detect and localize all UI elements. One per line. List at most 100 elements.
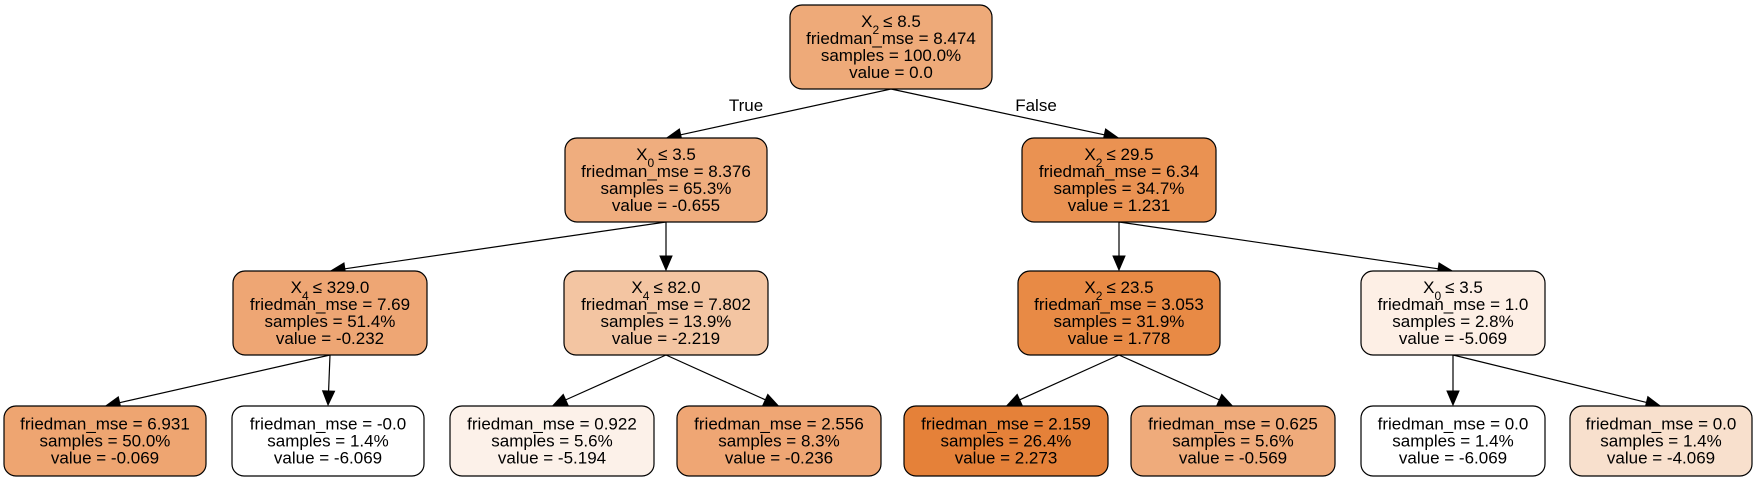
node-value: value = 1.231 (1068, 196, 1171, 215)
node-mse: friedman_mse = 8.376 (581, 162, 751, 181)
node-box (1569, 405, 1753, 477)
split-variable: X (636, 145, 647, 164)
split-variable-index: 0 (647, 156, 654, 170)
node-split-condition: X2 ≤ 23.5 (1084, 278, 1153, 303)
node-value: value = -0.569 (1179, 449, 1287, 468)
split-threshold: ≤ 329.0 (313, 278, 370, 297)
node-samples: samples = 34.7% (1054, 179, 1185, 198)
split-variable: X (1423, 278, 1434, 297)
tree-edge (665, 88, 892, 142)
split-variable-index: 2 (1096, 156, 1103, 170)
node-mse: friedman_mse = 7.69 (250, 295, 410, 314)
node-box (449, 405, 655, 477)
split-variable: X (291, 278, 302, 297)
node-value: value = -6.069 (1399, 449, 1507, 468)
node-samples: samples = 8.3% (718, 432, 839, 451)
node-box (232, 270, 428, 356)
split-variable-index: 4 (643, 289, 650, 303)
split-variable: X (861, 12, 872, 31)
node-value: value = -5.194 (498, 449, 606, 468)
node-value: value = -0.232 (276, 329, 384, 348)
node-split-condition: X4 ≤ 329.0 (291, 278, 370, 303)
node-mse: friedman_mse = 2.556 (694, 415, 864, 434)
node-samples: samples = 51.4% (265, 312, 396, 331)
node-box (563, 270, 769, 356)
split-threshold: ≤ 29.5 (1106, 145, 1153, 164)
node-box (1360, 405, 1546, 477)
node-mse: friedman_mse = 0.0 (1586, 415, 1737, 434)
tree-edges (104, 88, 1662, 410)
node-split-condition: X2 ≤ 29.5 (1084, 145, 1153, 170)
edge-line (665, 354, 766, 401)
node-split-condition: X0 ≤ 3.5 (636, 145, 696, 170)
node-split-condition: X0 ≤ 3.5 (1423, 278, 1483, 303)
split-threshold: ≤ 82.0 (653, 278, 700, 297)
node-mse: friedman_mse = 1.0 (1378, 295, 1529, 314)
split-variable-index: 4 (302, 289, 309, 303)
node-box (1021, 137, 1217, 223)
node-split-condition: X4 ≤ 82.0 (631, 278, 700, 303)
node-box (789, 4, 993, 90)
edge-arrowhead (1005, 393, 1023, 407)
edge-label-true: True (729, 96, 763, 115)
tree-edge (329, 221, 667, 276)
edge-line (1452, 354, 1647, 404)
node-box (1360, 270, 1546, 356)
node-samples: samples = 2.8% (1392, 312, 1513, 331)
node-samples: samples = 5.6% (491, 432, 612, 451)
edge-arrowhead (659, 255, 673, 272)
node-mse: friedman_mse = 0.922 (467, 415, 637, 434)
edge-label-false: False (1015, 96, 1057, 115)
split-variable-index: 2 (872, 23, 879, 37)
edge-arrowhead (321, 390, 336, 407)
edge-line (890, 88, 1105, 136)
node-samples: samples = 1.4% (1392, 432, 1513, 451)
node-box (3, 405, 207, 477)
node-value: value = 1.778 (1068, 329, 1171, 348)
tree-edge (1005, 354, 1120, 407)
split-variable-index: 2 (1096, 289, 1103, 303)
edge-arrowhead (1112, 255, 1126, 272)
split-variable: X (1084, 145, 1095, 164)
edge-line (680, 88, 892, 136)
node-box (231, 405, 425, 477)
node-value: value = 0.0 (849, 63, 933, 82)
tree-edge-labels: True False (729, 96, 1057, 115)
edge-arrowhead (1446, 390, 1460, 407)
node-samples: samples = 26.4% (941, 432, 1072, 451)
node-mse: friedman_mse = 7.802 (581, 295, 751, 314)
node-samples: samples = 100.0% (821, 46, 961, 65)
node-samples: samples = 65.3% (601, 179, 732, 198)
edge-line (1118, 354, 1220, 401)
node-split-condition: X2 ≤ 8.5 (861, 12, 921, 37)
split-threshold: ≤ 3.5 (658, 145, 696, 164)
node-mse: friedman_mse = 6.931 (20, 415, 190, 434)
node-samples: samples = 50.0% (40, 432, 171, 451)
node-box (903, 405, 1109, 477)
node-value: value = -5.069 (1399, 329, 1507, 348)
node-mse: friedman_mse = 8.474 (806, 29, 976, 48)
tree-edge (1118, 221, 1454, 276)
node-mse: friedman_mse = 6.34 (1039, 162, 1199, 181)
node-mse: friedman_mse = 0.0 (1378, 415, 1529, 434)
edge-line (1118, 221, 1439, 270)
node-box (564, 137, 768, 223)
edge-line (327, 354, 331, 392)
node-samples: samples = 1.4% (267, 432, 388, 451)
node-value: value = -6.069 (274, 449, 382, 468)
edge-line (565, 354, 667, 401)
node-value: value = -4.069 (1607, 449, 1715, 468)
split-variable-index: 0 (1434, 289, 1441, 303)
